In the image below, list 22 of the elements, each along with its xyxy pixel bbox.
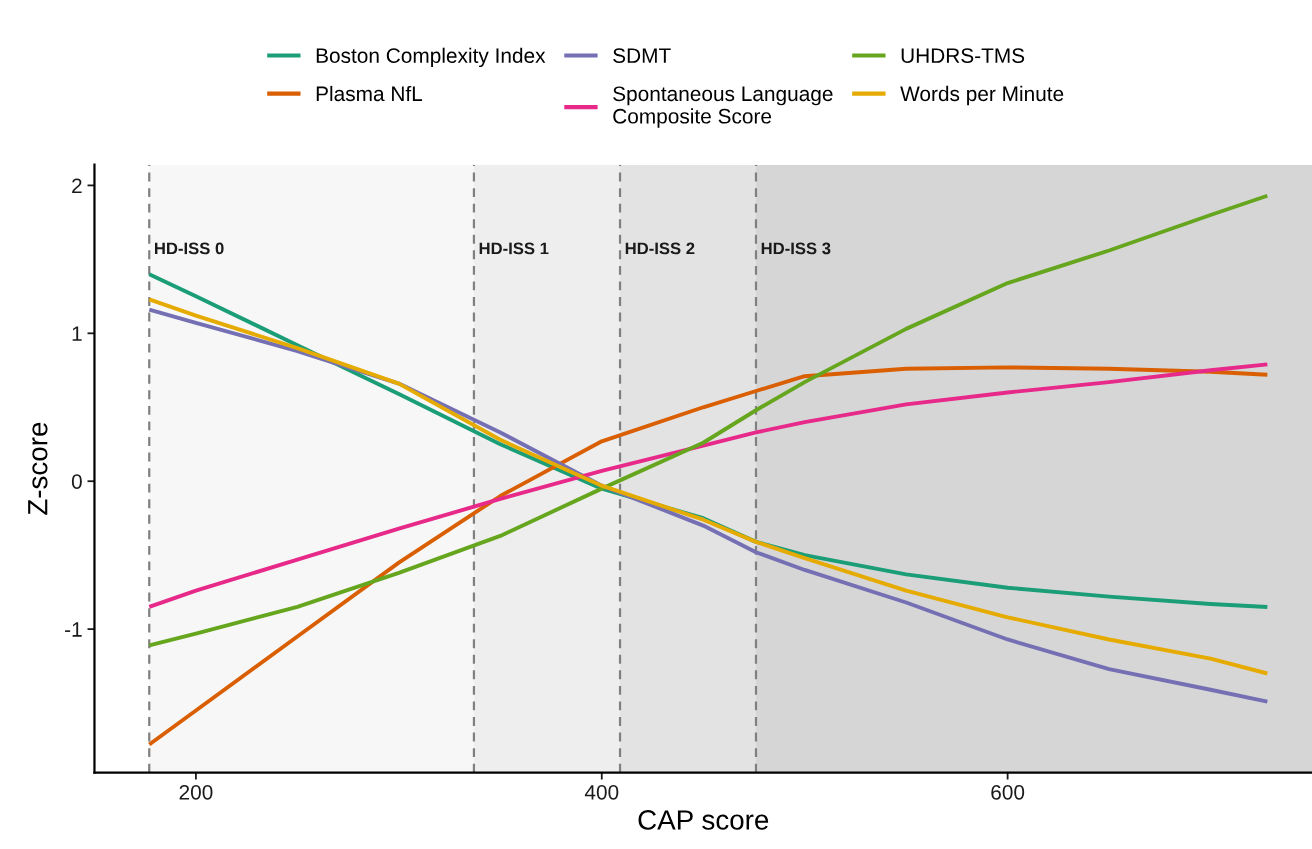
x-axis-title: CAP score bbox=[638, 810, 769, 830]
y-tick-label: -1 bbox=[65, 622, 82, 637]
band-label: HD-ISS 1 bbox=[479, 242, 549, 255]
line-series bbox=[147, 362, 1270, 609]
y-axis-title: Z-score bbox=[28, 422, 48, 515]
legend-label: Plasma NfL bbox=[316, 85, 423, 102]
y-tick-label: 1 bbox=[72, 326, 82, 341]
x-tick-label: 400 bbox=[584, 784, 619, 800]
y-tick-label: 2 bbox=[72, 178, 82, 193]
band-label: HD-ISS 2 bbox=[625, 242, 695, 255]
x-tick-label: 200 bbox=[179, 784, 213, 800]
band-label: HD-ISS 0 bbox=[155, 242, 224, 255]
legend-label: UHDRS-TMS bbox=[901, 48, 1025, 63]
x-tick-label: 600 bbox=[991, 784, 1025, 800]
line-series bbox=[147, 365, 1270, 747]
legend-label: SDMT bbox=[613, 48, 671, 63]
line-series bbox=[147, 193, 1270, 648]
y-tick-label: 0 bbox=[71, 474, 82, 489]
band-label: HD-ISS 3 bbox=[761, 242, 831, 255]
legend-label: Boston Complexity Index bbox=[316, 47, 546, 68]
legend-label: Words per Minute bbox=[900, 85, 1064, 106]
legend-label: Spontaneous Language Composite Score bbox=[613, 86, 833, 128]
